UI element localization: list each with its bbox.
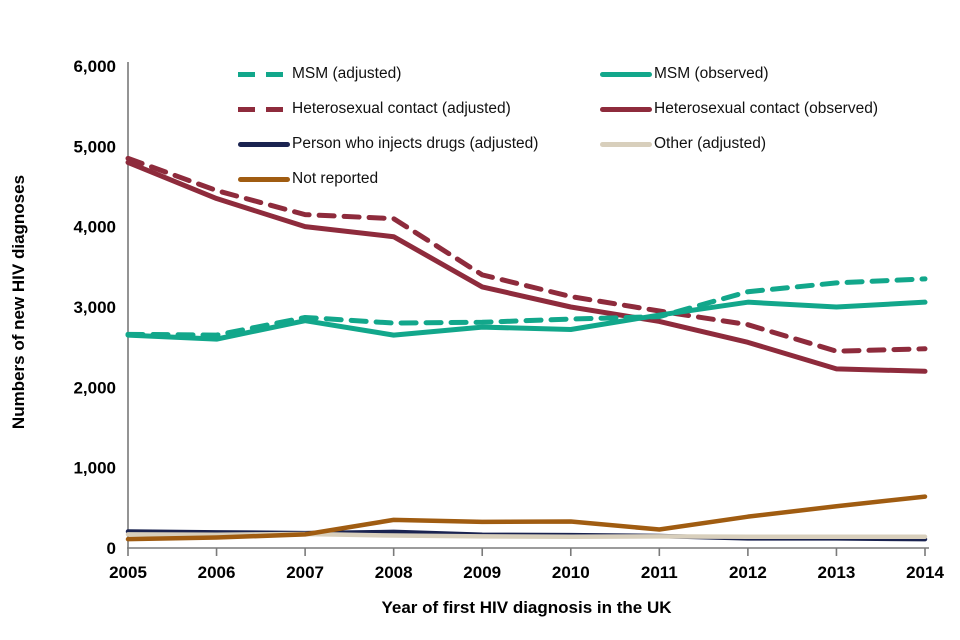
legend-label: MSM (observed) (654, 65, 769, 82)
legend-label: Heterosexual contact (adjusted) (292, 100, 511, 117)
legend-item-not-reported: Not reported (238, 169, 600, 189)
legend-label: MSM (adjusted) (292, 65, 402, 82)
series-line-heterosexual-observed (125, 159, 928, 374)
x-tick-label: 2008 (375, 563, 413, 582)
legend-label: Not reported (292, 170, 379, 187)
y-tick-label: 6,000 (73, 57, 116, 76)
legend-item-pwid-adjusted: Person who injects drugs (adjusted) (238, 134, 600, 154)
x-tick-label: 2013 (818, 563, 856, 582)
x-tick-label: 2006 (198, 563, 236, 582)
y-axis-title: Numbers of new HIV diagnoses (9, 174, 28, 430)
x-tick-label: 2014 (906, 563, 944, 582)
series-line-heterosexual-adjusted (125, 155, 928, 354)
legend-item-msm-observed: MSM (observed) (600, 64, 930, 84)
legend-swatch-pwid-adjusted (238, 141, 290, 147)
legend-item-heterosexual-observed: Heterosexual contact (observed) (600, 99, 930, 119)
legend: MSM (adjusted) MSM (observed) Heterosexu… (238, 64, 930, 189)
x-tick-label: 2010 (552, 563, 590, 582)
y-tick-label: 4,000 (73, 218, 116, 237)
legend-swatch-msm-observed (600, 71, 652, 77)
legend-item-msm-adjusted: MSM (adjusted) (238, 64, 600, 84)
x-tick-label: 2005 (109, 563, 147, 582)
x-axis-title: Year of first HIV diagnosis in the UK (381, 598, 672, 617)
series-line-msm-observed (125, 299, 928, 342)
legend-swatch-msm-adjusted (238, 71, 290, 77)
legend-swatch-other-adjusted (600, 141, 652, 147)
legend-label: Other (adjusted) (654, 135, 766, 152)
series-line-not-reported (125, 494, 928, 542)
x-tick-label: 2012 (729, 563, 767, 582)
x-tick-label: 2007 (286, 563, 324, 582)
y-tick-label: 3,000 (73, 298, 116, 317)
y-tick-label: 0 (107, 539, 116, 558)
y-tick-label: 1,000 (73, 459, 116, 478)
legend-label: Heterosexual contact (observed) (654, 100, 879, 117)
legend-label: Person who injects drugs (adjusted) (292, 135, 539, 152)
x-tick-label: 2011 (641, 563, 678, 582)
legend-swatch-heterosexual-observed (600, 106, 652, 112)
legend-item-heterosexual-adjusted: Heterosexual contact (adjusted) (238, 99, 600, 119)
legend-swatch-not-reported (238, 176, 290, 182)
legend-item-other-adjusted: Other (adjusted) (600, 134, 930, 154)
legend-swatch-heterosexual-adjusted (238, 106, 290, 112)
y-tick-label: 5,000 (73, 137, 116, 156)
x-tick-label: 2009 (463, 563, 501, 582)
y-tick-label: 2,000 (73, 378, 116, 397)
series-line-msm-adjusted (125, 276, 928, 338)
